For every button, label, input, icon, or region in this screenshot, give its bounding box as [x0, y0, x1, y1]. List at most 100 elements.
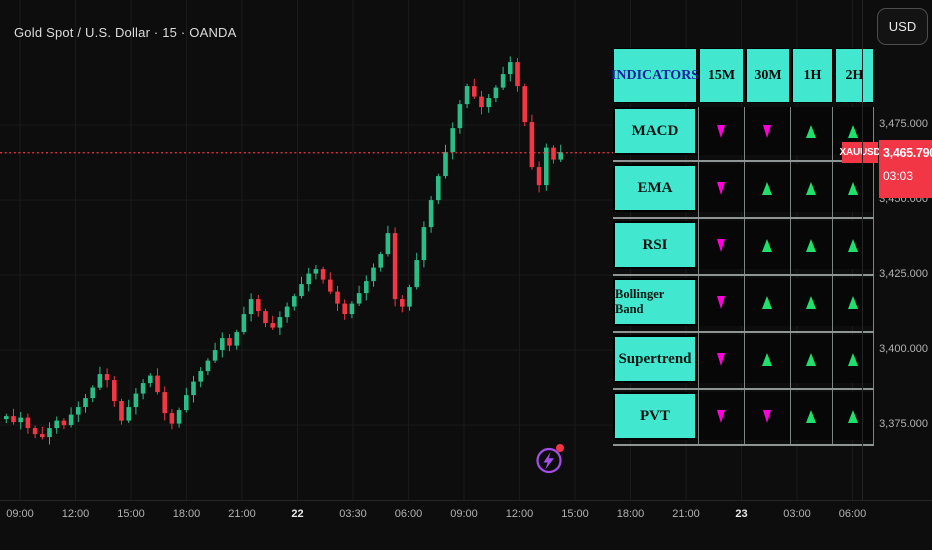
- signal-cell: [790, 221, 832, 269]
- candle: [133, 393, 139, 408]
- candle: [306, 273, 311, 285]
- candle: [220, 338, 225, 351]
- notification-dot: [556, 444, 564, 452]
- candle: [457, 104, 463, 129]
- candle: [299, 284, 304, 297]
- candle: [25, 417, 31, 429]
- table-grid-line-v: [744, 107, 745, 444]
- candle: [328, 279, 333, 292]
- down-arrow-icon: [717, 181, 725, 195]
- time-tick-label: 06:00: [394, 508, 423, 520]
- candle: [479, 96, 484, 108]
- up-arrow-icon: [847, 295, 858, 309]
- candle: [140, 383, 146, 394]
- candle: [40, 434, 45, 438]
- table-grid-line-h: [613, 444, 874, 446]
- time-tick-label: 12:00: [505, 508, 534, 520]
- candle: [97, 374, 103, 388]
- candle: [551, 147, 556, 160]
- signal-cell: [744, 392, 790, 440]
- candle: [500, 74, 506, 88]
- candle: [277, 317, 283, 328]
- indicator-row-rsi: RSI: [613, 221, 874, 269]
- candle: [284, 306, 290, 318]
- indicator-name: Bollinger Band: [613, 278, 697, 326]
- candle: [378, 254, 383, 268]
- signal-cell: [790, 164, 832, 212]
- time-tick-label: 15:00: [117, 508, 145, 520]
- candle: [256, 299, 261, 312]
- time-tick-label: 09:00: [450, 508, 478, 520]
- candle: [198, 371, 203, 382]
- candle: [400, 299, 405, 307]
- time-axis-separator: [0, 500, 932, 501]
- symbol-price-flag: XAUUSD: [839, 142, 881, 163]
- price-axis[interactable]: 3,475.000 3,450.000 3,425.000 3,400.000 3,37…: [864, 0, 930, 500]
- candle: [234, 332, 239, 346]
- candle: [148, 375, 153, 384]
- candle: [4, 416, 9, 420]
- candle: [414, 260, 419, 288]
- candle: [241, 314, 247, 333]
- timeframe-header-1h: 1H: [792, 48, 833, 103]
- indicators-table[interactable]: INDICATORS 15M 30M 1H 2H MACD EMA RSI Bollinger …: [611, 48, 874, 448]
- symbol-title[interactable]: Gold Spot / U.S. Dollar · 15 · OANDA: [14, 25, 237, 40]
- candle: [205, 360, 211, 372]
- candle: [47, 428, 52, 438]
- time-tick-label: 09:00: [6, 508, 34, 520]
- price-axis-separator: [862, 0, 863, 500]
- lightning-events-icon[interactable]: [535, 444, 564, 474]
- down-arrow-icon: [763, 409, 771, 423]
- up-arrow-icon: [762, 352, 772, 366]
- candle: [162, 392, 167, 414]
- price-tick-label: 3,375.000: [879, 418, 928, 431]
- candle: [248, 299, 254, 315]
- candle: [68, 414, 74, 426]
- current-price-value: 3,465.790: [883, 146, 932, 160]
- table-grid-line-h: [613, 273, 874, 276]
- down-arrow-icon: [717, 295, 725, 309]
- signal-cell: [698, 221, 744, 269]
- table-grid-line-v: [832, 107, 833, 444]
- table-grid-line-v: [698, 107, 699, 444]
- signal-cell: [832, 221, 873, 269]
- signal-cell: [744, 107, 790, 155]
- candle: [450, 128, 455, 153]
- current-price-badge: 3,465.790 03:03: [879, 140, 932, 198]
- candle: [54, 420, 59, 429]
- down-arrow-icon: [717, 124, 725, 138]
- candle: [320, 269, 326, 280]
- candle: [18, 417, 23, 423]
- candle: [349, 303, 355, 315]
- up-arrow-icon: [806, 238, 816, 252]
- signal-cell: [698, 392, 744, 440]
- candle: [529, 122, 535, 168]
- candle: [428, 200, 434, 228]
- signal-cell: [790, 335, 832, 383]
- candle: [335, 291, 340, 304]
- up-arrow-icon: [806, 352, 816, 366]
- signal-cell: [744, 278, 790, 326]
- candle: [544, 147, 549, 186]
- indicator-row-ema: EMA: [613, 164, 874, 212]
- signal-cell: [832, 278, 873, 326]
- candle: [342, 303, 347, 315]
- indicator-name: PVT: [613, 392, 697, 440]
- indicator-row-supertrend: Supertrend: [613, 335, 874, 383]
- candle: [32, 428, 38, 435]
- indicator-row-bollinger-band: Bollinger Band: [613, 278, 874, 326]
- signal-cell: [698, 335, 744, 383]
- candle: [508, 62, 513, 75]
- signal-cell: [744, 335, 790, 383]
- candle: [11, 416, 16, 423]
- down-arrow-icon: [717, 409, 725, 423]
- candle: [112, 380, 117, 402]
- time-axis[interactable]: 09:00 12:00 15:00 18:00 21:00 22 03:30 06:00 09:…: [0, 503, 932, 529]
- time-tick-label: 21:00: [228, 508, 256, 520]
- candle: [83, 398, 88, 408]
- signal-cell: [698, 278, 744, 326]
- currency-usd-button[interactable]: USD: [877, 8, 928, 45]
- up-arrow-icon: [762, 181, 772, 195]
- up-arrow-icon: [762, 295, 772, 309]
- timeframe-header-30m: 30M: [746, 48, 790, 103]
